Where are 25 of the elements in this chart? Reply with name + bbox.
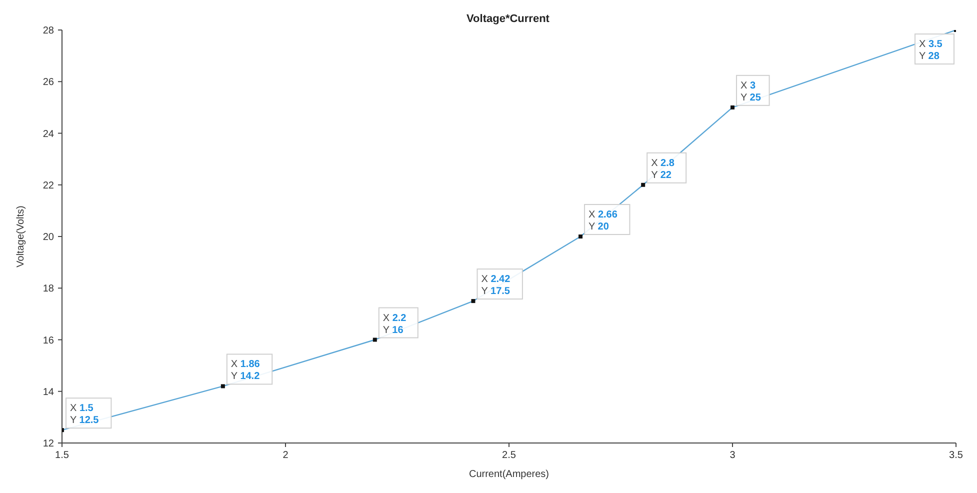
- y-tick-label: 16: [42, 335, 54, 346]
- chart-title: Voltage*Current: [466, 13, 550, 25]
- y-tick-label: 12: [42, 438, 54, 450]
- y-tick-label: 20: [42, 232, 54, 244]
- text: X 1.5 Y 12.5: [70, 403, 99, 426]
- y-tick-label: 14: [42, 386, 54, 398]
- x-tick-label: 2: [282, 450, 289, 462]
- x-axis-title: Current(Amperes): [468, 469, 550, 480]
- y-tick-label: 24: [42, 128, 54, 140]
- text: X 2.2 Y 16: [382, 312, 406, 336]
- y-tick-label: 18: [42, 284, 54, 295]
- x-tick-label: 1.5: [55, 450, 70, 462]
- text: X 2.8 Y 22: [651, 158, 674, 181]
- x-tick-label: 3: [730, 450, 736, 462]
- text: X 3.5 Y 28: [919, 39, 942, 62]
- y-tick-label: 28: [42, 26, 54, 37]
- text: X 3 Y 25: [740, 80, 761, 104]
- y-axis-title: Voltage(Volts): [16, 206, 27, 268]
- x-tick-label: 2.5: [502, 450, 516, 462]
- text: X 2.42 Y 17.5: [481, 274, 510, 298]
- text: X 2.66 Y 20: [588, 210, 618, 232]
- text: X 1.86 Y 14.2: [230, 359, 260, 382]
- y-tick-label: 26: [42, 77, 54, 88]
- y-tick-label: 22: [42, 180, 54, 192]
- x-tick-label: 3.5: [949, 450, 964, 462]
